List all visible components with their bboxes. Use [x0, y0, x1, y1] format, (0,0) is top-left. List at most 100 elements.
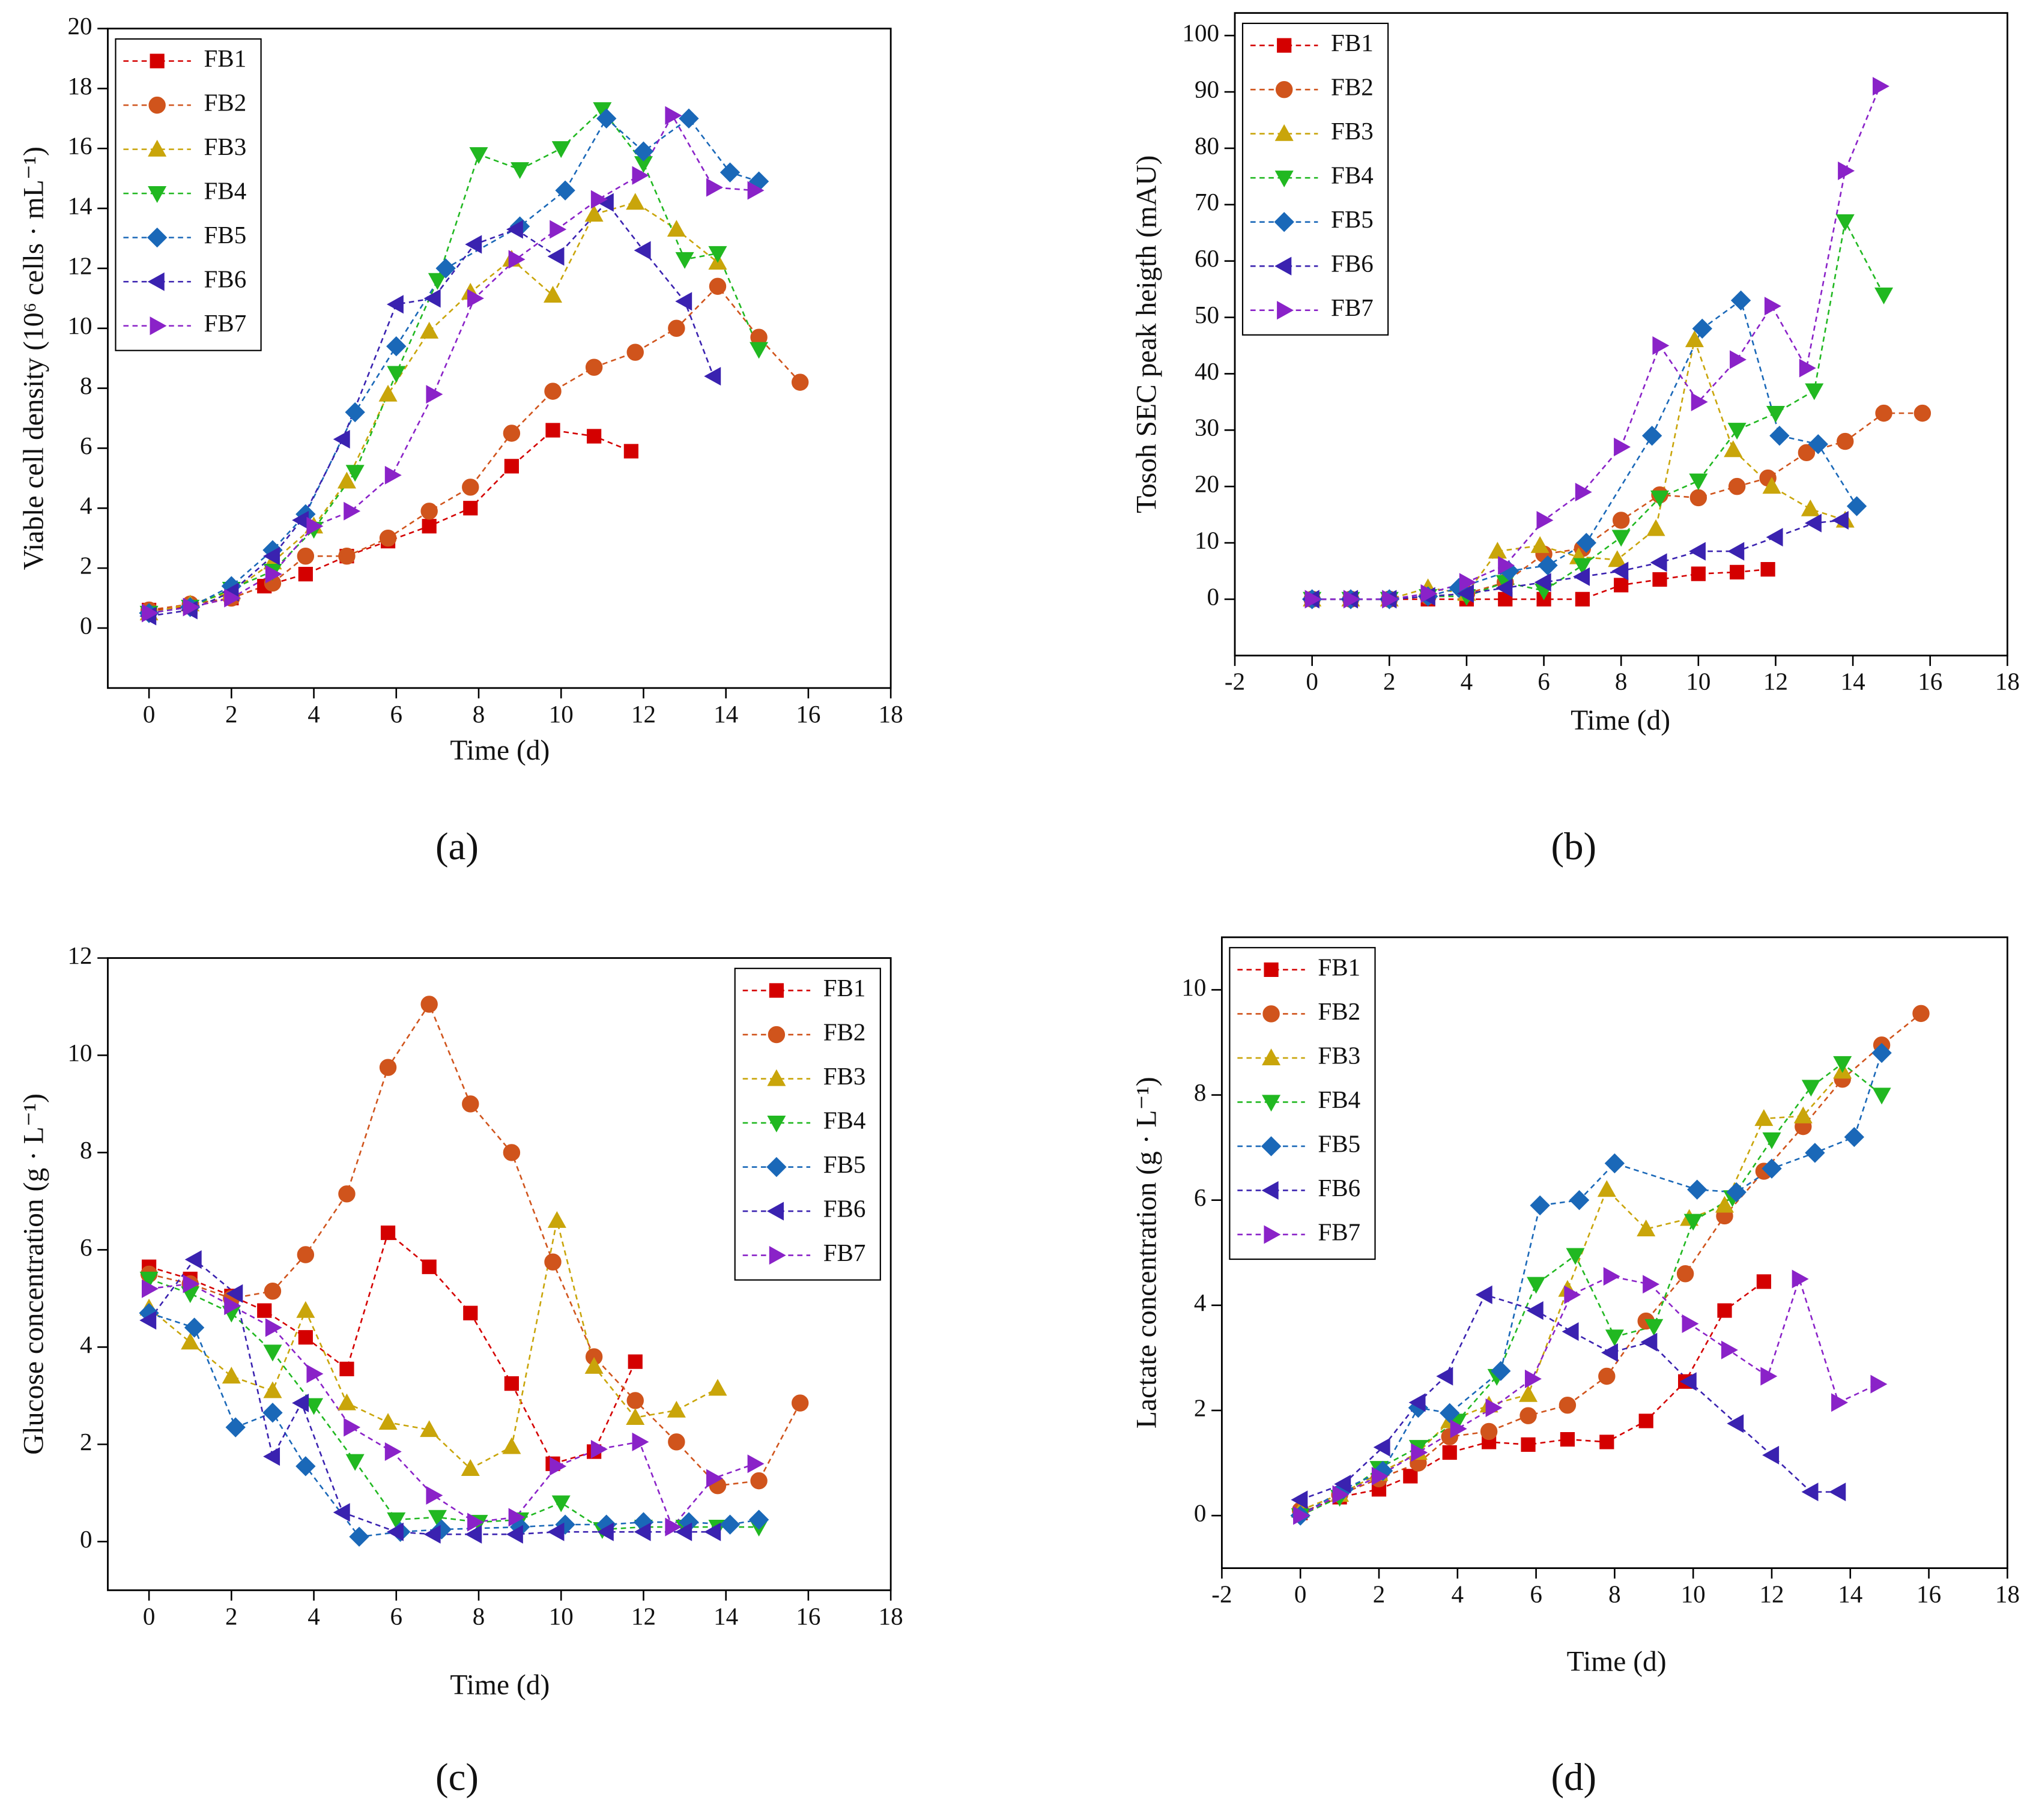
marker	[1844, 1126, 1865, 1147]
marker	[1652, 572, 1667, 587]
marker	[667, 1400, 686, 1418]
marker	[1575, 591, 1590, 606]
marker	[1801, 1080, 1820, 1097]
marker	[1650, 553, 1667, 572]
legend-marker	[768, 1026, 786, 1044]
x-tick-label: 16	[1918, 668, 1942, 695]
legend-label: FB1	[1318, 953, 1360, 981]
marker	[1641, 425, 1662, 446]
x-tick-label: 4	[308, 700, 320, 728]
y-tick-label: 14	[67, 192, 92, 220]
legend-marker	[1274, 171, 1294, 188]
marker	[1717, 1303, 1732, 1318]
marker	[1457, 584, 1474, 603]
x-tick-label: 6	[1530, 1580, 1542, 1608]
marker	[263, 1344, 282, 1362]
marker	[1608, 550, 1627, 567]
x-tick-label: 8	[1615, 668, 1628, 695]
legend-marker	[147, 227, 168, 248]
marker	[378, 384, 398, 402]
marker	[1682, 1314, 1699, 1333]
marker	[587, 429, 602, 444]
legend-label: FB1	[1331, 29, 1374, 56]
marker	[1831, 1393, 1848, 1412]
y-axis-label: Lactate concentration (g · L⁻¹)	[1131, 1077, 1162, 1428]
series-line	[1300, 1293, 1839, 1501]
marker	[1912, 1005, 1930, 1023]
marker	[508, 250, 526, 269]
marker	[634, 1522, 651, 1541]
marker	[1764, 297, 1781, 316]
marker	[1730, 350, 1747, 369]
x-tick-label: 6	[390, 700, 403, 728]
marker	[142, 603, 159, 623]
panel-label: (c)	[435, 1756, 479, 1799]
marker	[791, 373, 809, 391]
marker	[550, 1457, 567, 1476]
legend-label: FB7	[1318, 1218, 1360, 1245]
marker	[1687, 1179, 1707, 1200]
marker	[544, 382, 562, 400]
marker	[1566, 1248, 1585, 1265]
marker	[384, 465, 402, 485]
marker	[262, 1403, 283, 1423]
marker	[1382, 590, 1399, 609]
marker	[504, 459, 520, 474]
marker	[1436, 1367, 1453, 1386]
marker	[1679, 1372, 1697, 1391]
marker	[511, 162, 530, 180]
marker	[1604, 1153, 1625, 1174]
marker	[584, 1356, 604, 1374]
marker	[1691, 392, 1708, 411]
marker	[378, 1413, 398, 1430]
marker	[634, 241, 651, 260]
marker	[1798, 444, 1816, 462]
y-tick-label: 0	[80, 1525, 92, 1553]
marker	[1534, 573, 1551, 592]
marker	[679, 108, 699, 129]
y-axis-label: Viable cell density (10⁶ cells · mL⁻¹)	[19, 147, 50, 570]
marker	[596, 193, 614, 212]
y-tick-label: 8	[80, 372, 92, 399]
legend-label: FB4	[1331, 162, 1374, 189]
marker	[1801, 1483, 1819, 1502]
marker	[463, 1305, 478, 1320]
legend-label: FB7	[204, 309, 246, 337]
marker	[596, 1522, 614, 1541]
marker	[1804, 513, 1822, 533]
marker	[1875, 404, 1892, 422]
marker	[506, 220, 523, 239]
legend-marker	[766, 1156, 787, 1178]
legend-marker	[769, 1246, 786, 1265]
y-tick-label: 4	[1194, 1289, 1207, 1316]
marker	[1576, 533, 1597, 553]
marker	[1838, 161, 1855, 180]
marker	[467, 1513, 484, 1532]
marker	[1527, 1277, 1546, 1294]
y-tick-label: 8	[1194, 1078, 1207, 1106]
legend-label: FB5	[1331, 205, 1374, 233]
subplot: -2 0 2 4 6 8 10 12 14 16 18 0 2 4 6 8 10 Time (d) Lactate …	[1131, 936, 2020, 1799]
legend-label: FB3	[1331, 117, 1374, 145]
marker	[675, 1522, 692, 1541]
x-tick-label: 12	[1759, 1580, 1784, 1608]
marker	[1293, 1506, 1310, 1525]
marker	[1644, 1319, 1664, 1336]
marker	[720, 1514, 741, 1535]
marker	[1491, 1361, 1511, 1381]
y-tick-label: 80	[1195, 132, 1219, 159]
marker	[183, 1274, 200, 1293]
marker	[503, 1144, 521, 1161]
marker	[747, 1454, 765, 1474]
marker	[1519, 1407, 1537, 1424]
marker	[632, 166, 649, 185]
marker	[584, 205, 604, 222]
marker	[333, 1503, 350, 1522]
y-tick-label: 100	[1183, 19, 1220, 47]
marker	[1871, 1042, 1892, 1063]
marker	[1480, 1422, 1498, 1441]
marker	[1873, 77, 1889, 96]
marker	[1831, 510, 1849, 530]
marker	[428, 1510, 447, 1527]
y-tick-label: 2	[1194, 1394, 1207, 1421]
